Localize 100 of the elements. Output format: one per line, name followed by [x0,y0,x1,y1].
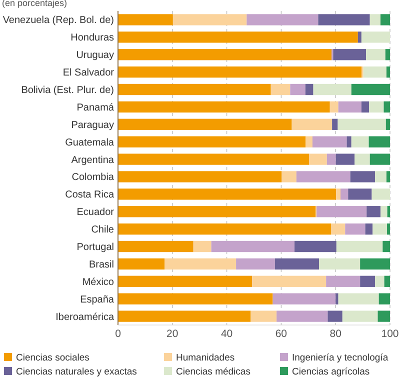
x-tick-label: 80 [330,328,342,340]
bar [118,206,316,218]
y-tick-label: Guatemala [65,137,114,148]
bar [236,258,275,270]
bar [336,188,340,200]
bar [368,136,390,148]
bar [375,171,386,182]
bar [276,310,328,322]
legend-label: Ciencias sociales [16,352,90,364]
y-tick-label: Portugal [76,242,114,253]
bar [290,84,306,96]
bar [118,49,332,60]
bar [346,136,352,148]
legend-label: Ciencias agrícolas [292,366,370,378]
bar [296,171,350,182]
bar [319,258,360,270]
bar [118,240,194,252]
bar [345,223,366,235]
bar [385,49,390,60]
y-tick-label: Colombia [72,172,114,184]
bar [375,276,384,287]
bar [358,32,362,43]
bar [118,310,251,322]
y-tick-label: Uruguay [76,50,114,62]
bar [336,293,338,304]
bar [172,14,247,26]
bar [350,171,376,182]
bar [318,14,370,26]
bar [326,154,336,165]
bar [305,84,314,96]
x-tick-label: 40 [220,328,233,340]
bar [330,101,338,113]
bar [378,293,390,304]
bar [211,240,295,252]
bar [193,240,212,252]
bar [282,171,296,182]
y-tick-label: Costa Rica [65,190,114,201]
bar [378,310,390,322]
bar [246,14,318,26]
bar [366,49,386,60]
bar [316,206,367,218]
bar [118,154,310,165]
bar [272,293,336,304]
bar [118,188,336,200]
bar [118,32,358,43]
y-tick-label: Ecuador [76,207,115,218]
bar [118,66,362,78]
y-tick-label: Panamá [76,102,114,114]
bar [338,101,362,113]
bar [294,240,336,252]
bar [118,171,282,182]
y-tick-label: Honduras [70,32,114,44]
x-tick-label: 60 [275,328,288,340]
bar [340,188,348,200]
bar [118,14,173,26]
y-tick-label: Argentina [71,154,114,166]
bar [365,223,373,235]
y-tick-label: Iberoamérica [56,312,114,323]
bar [386,118,390,130]
legend-label: Humanidades [176,352,235,364]
bar [338,293,379,304]
bar [118,136,306,148]
legend-label: Ingeniería y tecnología [292,352,389,364]
bar [351,84,390,96]
bar [386,66,390,78]
bar [336,240,383,252]
bar [336,154,355,165]
bar [118,276,252,287]
bar [331,223,346,235]
bar [270,84,290,96]
y-tick-label: Venezuela (Rep. Bol. de) [2,15,114,26]
bar [309,154,327,165]
y-tick-label: Chile [91,224,114,236]
bar [386,171,390,182]
bar [328,310,342,322]
bar [118,223,332,235]
x-tick-label: 20 [166,328,178,340]
bar [366,206,380,218]
bar [348,188,372,200]
bar [342,310,378,322]
bar [382,240,390,252]
bar [351,136,369,148]
bar [252,276,326,287]
y-tick-label: Bolivia (Est. Plur. de) [21,85,114,96]
bar [372,188,390,200]
bar [274,258,320,270]
bar [333,49,366,60]
bar [372,223,388,235]
bar [118,101,330,113]
bar [326,276,360,287]
y-tick-label: España [80,294,114,306]
bar [363,66,386,78]
legend-label: Ciencias naturales y exactas [16,366,138,378]
bar [354,154,370,165]
bar [313,84,352,96]
bar [370,154,390,165]
bar [369,101,384,113]
bar [361,32,390,43]
x-tick-label: 0 [115,328,122,340]
bar [118,84,271,96]
